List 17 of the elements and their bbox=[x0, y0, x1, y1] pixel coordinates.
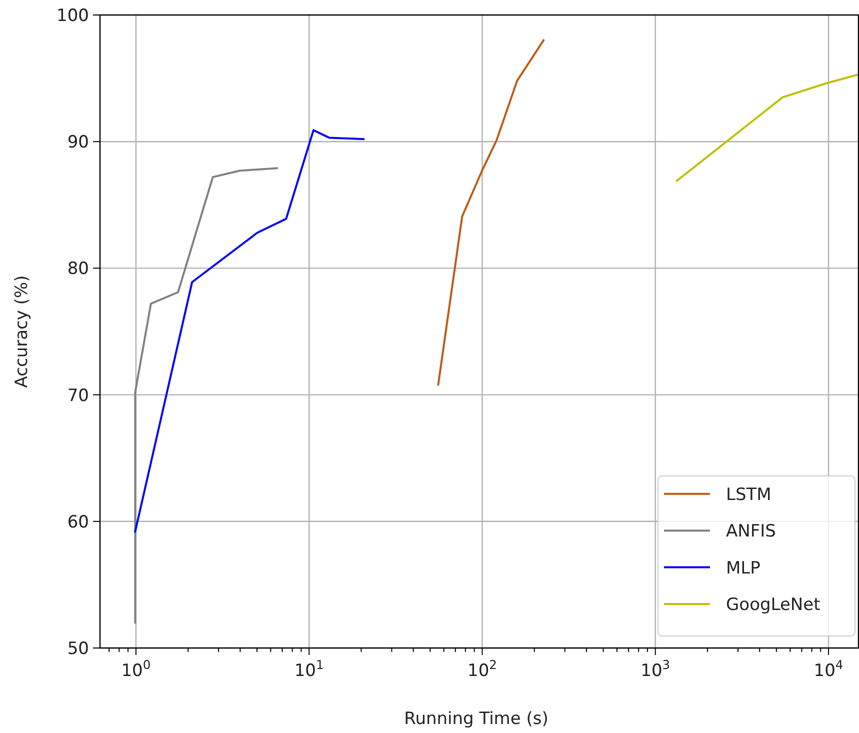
y-tick-label: 80 bbox=[67, 259, 89, 280]
y-tick-label: 70 bbox=[67, 386, 89, 406]
y-tick-label: 60 bbox=[67, 512, 89, 532]
y-tick-label: 90 bbox=[67, 132, 89, 153]
y-tick-label: 100 bbox=[56, 6, 89, 26]
x-tick-label: 10$^{3}$ bbox=[640, 658, 670, 681]
x-tick-label: 10$^{2}$ bbox=[468, 658, 497, 681]
legend-label: GoogLeNet bbox=[726, 594, 821, 615]
legend-label: ANFIS bbox=[726, 522, 776, 542]
y-tick-label: 50 bbox=[67, 638, 89, 659]
legend-label: MLP bbox=[726, 558, 760, 578]
x-tick-label: 10$^{0}$ bbox=[121, 658, 151, 681]
x-axis-title: Running Time (s) bbox=[404, 709, 548, 729]
x-tick-label: 10$^{4}$ bbox=[814, 658, 844, 681]
y-axis-title: Accuracy (%) bbox=[12, 275, 32, 388]
legend-label: LSTM bbox=[726, 484, 772, 505]
x-tick-label: 10$^{1}$ bbox=[294, 658, 324, 681]
